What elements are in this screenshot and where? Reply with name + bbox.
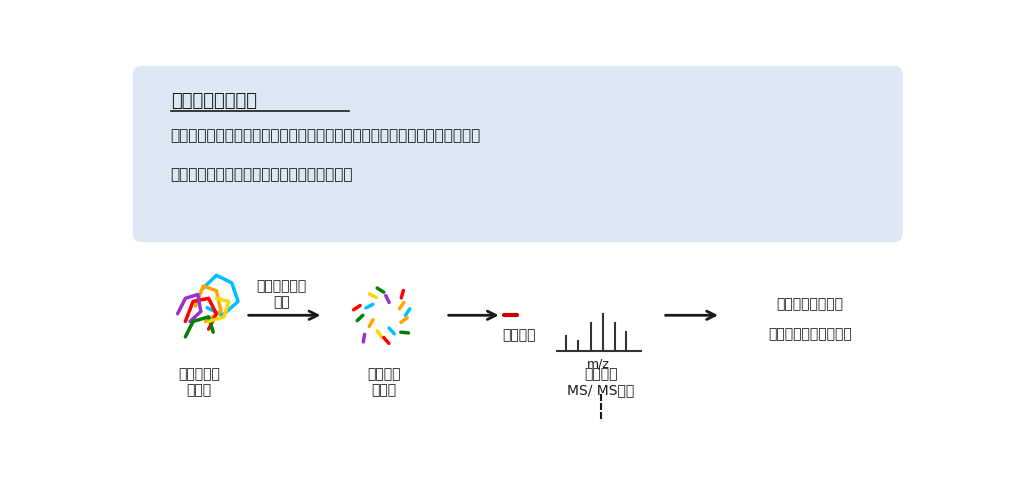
Text: データベース検索: データベース検索 xyxy=(776,298,844,312)
FancyBboxPatch shape xyxy=(133,66,903,242)
Text: タンパク質大規模同定: タンパク質大規模同定 xyxy=(768,327,852,341)
Text: ペプチド: ペプチド xyxy=(503,329,537,342)
Text: 生体機能や疾患に関与する因子を探索する。: 生体機能や疾患に関与する因子を探索する。 xyxy=(171,166,353,182)
Text: ペプチド
混合物: ペプチド 混合物 xyxy=(367,367,400,397)
Text: 質量分析
MS/ MS測定: 質量分析 MS/ MS測定 xyxy=(567,367,635,397)
Text: m/z: m/z xyxy=(588,358,610,371)
Text: プロテオーム解析: プロテオーム解析 xyxy=(171,92,257,110)
Text: 生体試料に含まれるタンパク質を下図に模式的に示す手法で大規模に調べ、: 生体試料に含まれるタンパク質を下図に模式的に示す手法で大規模に調べ、 xyxy=(171,128,481,143)
Text: タンパク質
混合物: タンパク質 混合物 xyxy=(178,367,220,397)
Text: プロテアーゼ
消化: プロテアーゼ 消化 xyxy=(256,279,306,309)
